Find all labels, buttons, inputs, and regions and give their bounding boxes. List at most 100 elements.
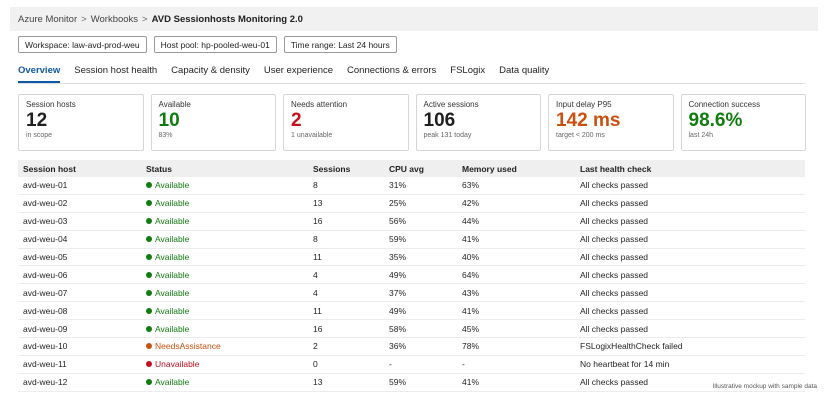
- cell-last-health-check: All checks passed: [580, 198, 649, 209]
- column-header-memory-used[interactable]: Memory used: [462, 163, 517, 174]
- workspace-parameter[interactable]: Workspace: law-avd-prod-weu: [18, 36, 147, 53]
- kpi-subtext: target < 200 ms: [556, 132, 605, 139]
- tab-connections-errors[interactable]: Connections & errors: [347, 65, 437, 76]
- table-row[interactable]: avd-weu-01 Available 8 31% 63% All checks pas…: [18, 177, 805, 195]
- table-row[interactable]: avd-weu-12 Available 13 59% 41% All checks pa…: [18, 374, 805, 392]
- kpi-value: 106: [423, 110, 456, 131]
- cell-session-host: avd-weu-06: [23, 269, 68, 280]
- cell-memory-used: 44%: [462, 216, 480, 227]
- kpi-card-session-hosts[interactable]: Session hosts 12 in scope: [18, 94, 144, 151]
- cell-cpu-avg: 31%: [389, 180, 407, 191]
- cell-session-host: avd-weu-04: [23, 234, 68, 245]
- tab-data-quality[interactable]: Data quality: [499, 65, 550, 76]
- cell-status: Available: [146, 198, 313, 208]
- breadcrumb-workbooks[interactable]: Workbooks: [90, 13, 139, 25]
- kpi-label: Connection success: [688, 100, 761, 109]
- table-row[interactable]: avd-weu-07 Available 4 37% 43% All checks pas…: [18, 284, 805, 303]
- table-row[interactable]: avd-weu-03 Available 16 56% 44% All checks pa…: [18, 213, 805, 231]
- table-row[interactable]: avd-weu-11 Unavailable 0 - - No heartbeat for…: [18, 356, 805, 374]
- status-dot-icon: [146, 254, 152, 260]
- kpi-label: Active sessions: [423, 100, 479, 109]
- cell-session-host: avd-weu-08: [23, 305, 68, 316]
- cell-last-health-check: No heartbeat for 14 min: [580, 359, 670, 370]
- cell-last-health-check: All checks passed: [580, 216, 649, 227]
- kpi-card-input-delay-p95[interactable]: Input delay P95 142 ms target < 200 ms: [548, 94, 674, 151]
- status-text: Available: [155, 234, 190, 245]
- host-pool-parameter[interactable]: Host pool: hp-pooled-weu-01: [153, 36, 277, 53]
- cell-memory-used: 43%: [462, 287, 480, 298]
- cell-cpu-avg: 56%: [389, 216, 407, 227]
- cell-cpu-avg: 59%: [389, 377, 407, 388]
- status-dot-icon: [146, 379, 152, 386]
- kpi-label: Session hosts: [26, 100, 76, 109]
- cell-cpu-avg: 25%: [389, 198, 407, 209]
- status-dot-icon: [146, 271, 152, 278]
- tab-user-experience[interactable]: User experience: [263, 65, 334, 76]
- cell-sessions: 8: [313, 180, 318, 191]
- cell-sessions: 11: [313, 305, 322, 316]
- table-row[interactable]: avd-weu-10 NeedsAssistance 2 36% 78% FSLogixH…: [18, 338, 805, 356]
- cell-cpu-avg: 35%: [389, 252, 407, 262]
- kpi-label: Input delay P95: [556, 100, 612, 109]
- breadcrumb-separator: >: [81, 13, 87, 25]
- table-row[interactable]: avd-weu-02 Available 13 25% 42% All checks pa…: [18, 195, 805, 213]
- kpi-value: 142 ms: [556, 110, 621, 131]
- cell-memory-used: 78%: [462, 341, 480, 352]
- status-dot-icon: [146, 343, 152, 350]
- time-range-parameter[interactable]: Time range: Last 24 hours: [283, 36, 397, 53]
- cell-memory-used: 40%: [462, 252, 480, 262]
- tab-overview[interactable]: Overview: [18, 63, 61, 83]
- cell-last-health-check: All checks passed: [580, 323, 649, 334]
- cell-status: Available: [146, 324, 313, 334]
- cell-status: Available: [146, 234, 313, 244]
- status-dot-icon: [146, 307, 152, 314]
- status-text: Available: [155, 287, 190, 298]
- column-header-last-health-check[interactable]: Last health check: [580, 163, 652, 174]
- kpi-card-connection-success[interactable]: Connection success 98.6% last 24h: [680, 94, 806, 151]
- cell-memory-used: 45%: [462, 323, 480, 334]
- tab-session-host-health[interactable]: Session host health: [74, 65, 158, 76]
- cell-status: Available: [146, 306, 313, 316]
- table-row[interactable]: avd-weu-06 Available 4 49% 64% All checks pas…: [18, 266, 805, 285]
- cell-session-host: avd-weu-07: [23, 287, 68, 298]
- cell-status: Available: [146, 288, 313, 298]
- cell-cpu-avg: 49%: [389, 305, 407, 316]
- cell-status: NeedsAssistance: [146, 341, 313, 351]
- column-header-sessions[interactable]: Sessions: [313, 163, 351, 174]
- tab-fslogix[interactable]: FSLogix: [450, 65, 486, 76]
- cell-last-health-check: All checks passed: [580, 252, 649, 262]
- table-row[interactable]: avd-weu-04 Available 8 59% 41% All checks pas…: [18, 231, 805, 249]
- tab-divider: [18, 83, 805, 84]
- cell-memory-used: 42%: [462, 198, 480, 209]
- cell-sessions: 16: [313, 216, 323, 227]
- column-header-session-host[interactable]: Session host: [23, 163, 76, 174]
- cell-cpu-avg: 59%: [389, 234, 407, 245]
- kpi-cards: Session hosts 12 in scope Available 10 83% Nee…: [18, 94, 806, 151]
- tab-capacity-density[interactable]: Capacity & density: [171, 65, 250, 76]
- kpi-label: Available: [158, 100, 191, 109]
- table-row[interactable]: avd-weu-05 Available 11 35% 40% All checks pa…: [18, 249, 805, 267]
- cell-status: Available: [146, 252, 313, 262]
- column-header-status[interactable]: Status: [146, 163, 172, 174]
- kpi-value: 98.6%: [688, 110, 743, 131]
- kpi-card-active-sessions[interactable]: Active sessions 106 peak 131 today: [415, 94, 541, 151]
- status-text: Available: [155, 323, 190, 334]
- column-header-cpu-avg[interactable]: CPU avg: [389, 163, 424, 174]
- kpi-subtext: peak 131 today: [423, 132, 472, 139]
- cell-memory-used: 63%: [462, 180, 480, 191]
- table-row[interactable]: avd-weu-09 Available 16 58% 45% All checks pa…: [18, 320, 805, 339]
- status-text: NeedsAssistance: [155, 341, 221, 352]
- kpi-card-needs-attention[interactable]: Needs attention 2 1 unavailable: [283, 94, 409, 151]
- cell-last-health-check: All checks passed: [580, 180, 649, 191]
- breadcrumb-azure-monitor[interactable]: Azure Monitor: [18, 13, 78, 25]
- table-row[interactable]: avd-weu-08 Available 11 49% 41% All checks pa…: [18, 302, 805, 321]
- page-title: AVD Sessionhosts Monitoring 2.0: [151, 13, 303, 25]
- cell-status: Available: [146, 377, 313, 387]
- cell-cpu-avg: -: [389, 359, 392, 370]
- kpi-label: Needs attention: [291, 100, 348, 109]
- status-dot-icon: [146, 325, 152, 332]
- kpi-card-available[interactable]: Available 10 83%: [150, 94, 276, 151]
- table-header: Session host Status Sessions CPU avg Mem…: [18, 160, 805, 177]
- cell-sessions: 13: [313, 377, 323, 388]
- tab-strip: Overview Session host health Capacity & …: [18, 63, 549, 83]
